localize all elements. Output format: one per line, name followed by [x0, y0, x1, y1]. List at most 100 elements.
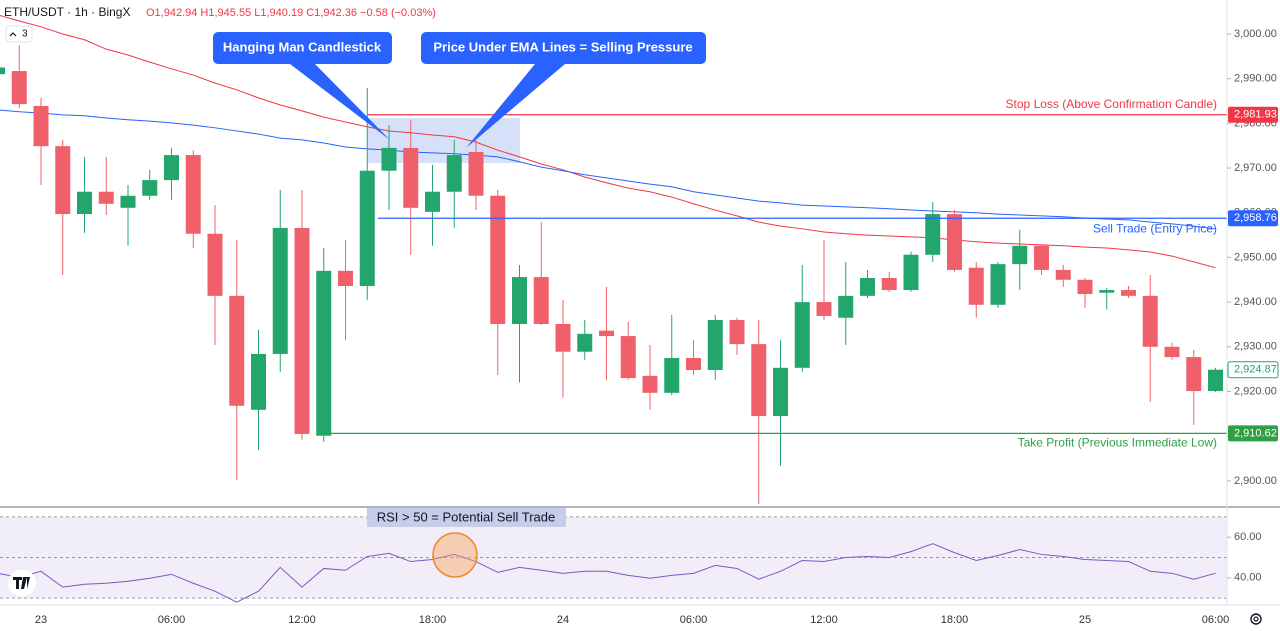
- candle-body: [403, 147, 419, 208]
- x-tick-label: 06:00: [680, 614, 708, 626]
- y-tick-label: 2,950.00: [1234, 251, 1277, 263]
- x-tick-label: 18:00: [419, 614, 447, 626]
- candle-body: [729, 319, 745, 345]
- chevron-icon: [9, 32, 17, 37]
- candle-body: [316, 270, 332, 436]
- candle-body: [707, 319, 723, 371]
- candle-body: [120, 195, 136, 208]
- candle-body: [0, 67, 5, 75]
- rsi-highlight-circle: [432, 532, 478, 578]
- candle-body: [272, 227, 288, 354]
- candle-body: [533, 277, 549, 325]
- candle-body: [773, 367, 788, 417]
- candle-body: [98, 191, 114, 204]
- candle-body: [881, 277, 897, 291]
- x-tick-label: 12:00: [288, 614, 316, 626]
- candle-body: [338, 270, 353, 287]
- badge-count: 3: [22, 29, 28, 40]
- price-tag-label: 2,910.62: [1234, 427, 1277, 439]
- symbol-title: ETH/USDT · 1h · BingX: [4, 5, 130, 19]
- candle-body: [251, 353, 266, 410]
- ema-line: [0, 109, 1216, 230]
- rsi-callout-text: RSI > 50 = Potential Sell Trade: [377, 509, 556, 524]
- price-tag: [1228, 210, 1278, 227]
- candle-body: [794, 302, 810, 368]
- overlay: 2,900.002,910.002,920.002,930.002,940.00…: [35, 28, 1279, 626]
- candle-body: [947, 214, 962, 270]
- y-tick-label: 40.00: [1234, 572, 1262, 584]
- candle-body: [1055, 269, 1071, 280]
- candle-body: [925, 214, 941, 255]
- x-tick-label: 24: [557, 614, 569, 626]
- callout-pointer: [466, 64, 565, 148]
- candle-body: [860, 277, 875, 296]
- y-tick-label: 2,900.00: [1234, 475, 1277, 487]
- y-tick-label: 2,940.00: [1234, 296, 1277, 308]
- y-tick-label: 2,920.00: [1234, 385, 1277, 397]
- candle-body: [359, 170, 375, 287]
- candle-body: [664, 357, 680, 393]
- candle-body: [751, 344, 767, 417]
- last-price-label: 2,924.87: [1234, 364, 1277, 376]
- candle-body: [468, 151, 484, 196]
- price-tag-label: 2,958.76: [1234, 212, 1277, 224]
- y-tick-label: 2,970.00: [1234, 162, 1277, 174]
- plot-area: Stop Loss (Above Confirmation Candle) Sel…: [0, 14, 1227, 603]
- candle-body: [77, 191, 92, 215]
- candle-body: [686, 357, 701, 371]
- y-tick-label: 60.00: [1234, 531, 1262, 543]
- candle-body: [968, 267, 984, 305]
- x-tick-label: 06:00: [1202, 614, 1230, 626]
- candle-body: [1099, 290, 1115, 293]
- candle-body: [1012, 245, 1028, 265]
- ohlc-header: O1,942.94 H1,945.55 L1,940.19 C1,942.36 …: [146, 7, 436, 19]
- candle-body: [185, 155, 201, 234]
- candle-body: [642, 375, 658, 393]
- candle-body: [620, 336, 636, 379]
- candle-body: [1034, 245, 1049, 270]
- level-label: Sell Trade (Entry Price): [1093, 221, 1217, 235]
- level-label: Take Profit (Previous Immediate Low): [1018, 436, 1217, 450]
- candle-body: [512, 277, 527, 325]
- last-price-tag: [1227, 361, 1279, 379]
- y-tick-label: 3,000.00: [1234, 28, 1277, 40]
- candle-body: [1186, 357, 1202, 392]
- candle-body: [229, 295, 245, 406]
- level-label: Stop Loss (Above Confirmation Candle): [1006, 97, 1217, 111]
- candle-body: [577, 333, 593, 352]
- price-tag-label: 2,981.93: [1234, 109, 1277, 121]
- candle-body: [990, 264, 1006, 305]
- callout-pointer: [290, 64, 390, 140]
- candle-body: [816, 302, 832, 316]
- price-tag: [1228, 106, 1278, 123]
- settings-icon[interactable]: [1250, 613, 1262, 625]
- rsi-callout-box: [367, 508, 566, 527]
- candle-body: [490, 195, 506, 325]
- x-tick-label: 06:00: [158, 614, 186, 626]
- y-tick-label: 2,990.00: [1234, 73, 1277, 85]
- tv-logo: [8, 570, 36, 596]
- candle-body: [11, 71, 27, 105]
- candle-body: [446, 155, 462, 192]
- indicator-badge[interactable]: [5, 25, 33, 43]
- candle-body: [142, 180, 158, 196]
- candle-body: [903, 254, 919, 291]
- candle-body: [294, 227, 310, 434]
- candle-body: [425, 191, 440, 212]
- callout-text: Price Under EMA Lines = Selling Pressure: [433, 39, 692, 54]
- callout-box: [213, 32, 392, 64]
- candle-body: [207, 233, 223, 296]
- ema-line: [0, 14, 1216, 269]
- callout-text: Hanging Man Candlestick: [223, 39, 382, 54]
- x-tick-label: 12:00: [810, 614, 838, 626]
- y-tick-label: 2,980.00: [1234, 117, 1277, 129]
- candle-body: [555, 324, 571, 352]
- candle-body: [599, 330, 614, 337]
- candle-body: [33, 105, 49, 147]
- price-tag: [1228, 425, 1278, 442]
- x-tick-label: 18:00: [941, 614, 969, 626]
- x-tick-label: 25: [1079, 614, 1091, 626]
- candle-body: [1121, 290, 1136, 296]
